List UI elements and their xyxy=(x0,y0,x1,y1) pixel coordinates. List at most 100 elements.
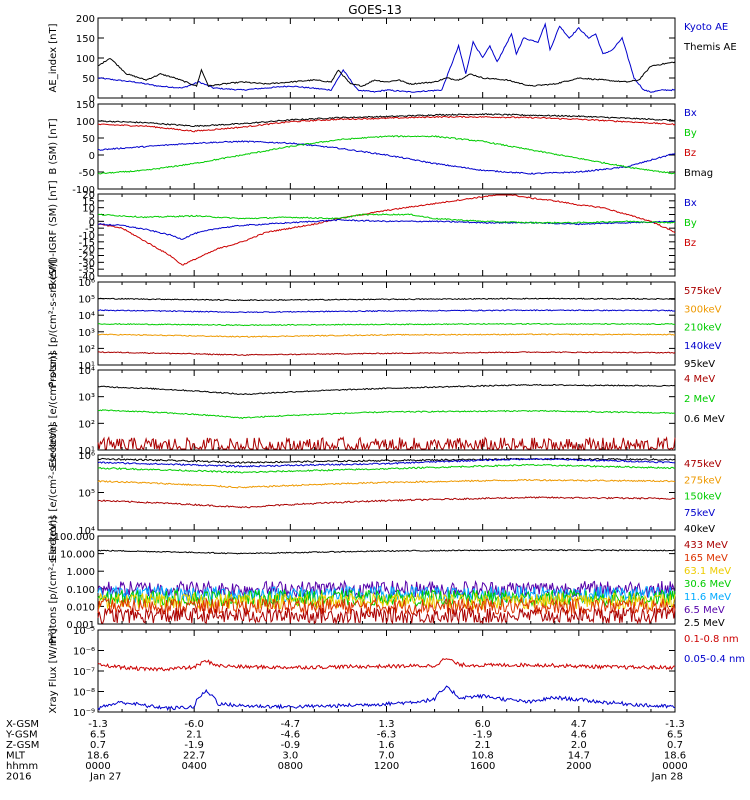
series-line-bmag xyxy=(97,113,676,128)
y-tick-label: 20 xyxy=(82,190,95,201)
series-line-30-6-mev xyxy=(97,588,676,608)
series-line-575kev xyxy=(97,351,676,356)
legend-entry: 0.1-0.8 nm xyxy=(684,634,739,645)
series-line-by xyxy=(98,213,676,224)
series-line-210kev xyxy=(97,322,676,327)
legend-entry: 433 MeV xyxy=(684,540,728,551)
time-axis-row-label: Y-GSM xyxy=(5,730,38,741)
y-tick-label: -100 xyxy=(72,185,95,196)
legend-entry: 2.5 MeV xyxy=(684,618,725,629)
legend-entry: 4 MeV xyxy=(684,374,715,385)
time-axis-value: -4.7 xyxy=(281,719,301,730)
time-axis-value: 4.6 xyxy=(571,730,587,741)
y-tick-label: 50 xyxy=(82,74,95,85)
time-axis-value: -4.6 xyxy=(281,730,301,741)
series-line-bz xyxy=(97,115,676,133)
legend-entry: 0.05-0.4 nm xyxy=(684,654,745,665)
series-line-140kev xyxy=(97,309,675,314)
y-tick-label: -10 xyxy=(79,231,95,242)
y-tick-label: 100.000 xyxy=(54,532,95,543)
y-tick-label: 10⁻⁵ xyxy=(73,626,95,637)
y-tick-label: -20 xyxy=(79,245,95,256)
y-tick-label: 10⁻⁶ xyxy=(73,647,95,658)
legend-entry: 575keV xyxy=(684,286,722,297)
legend-entry: Kyoto AE xyxy=(684,22,728,33)
legend-entry: Bz xyxy=(684,238,696,249)
time-axis-value: 2.1 xyxy=(475,740,491,751)
y-axis-label: AE_index [nT] xyxy=(48,23,59,92)
series-line-bx xyxy=(97,140,676,175)
panel-frame-6 xyxy=(97,454,676,531)
y-tick-label: 10⁵ xyxy=(78,295,95,306)
y-tick-label: 10⁴ xyxy=(78,526,95,537)
series-line-0-1-0-8-nm xyxy=(97,658,676,672)
legend-entry: 275keV xyxy=(684,475,722,486)
legend-entry: 300keV xyxy=(684,304,722,315)
time-axis-value: 0.7 xyxy=(667,740,683,751)
legend-entry: 6.5 MeV xyxy=(684,605,725,616)
y-axis-label: Protons [p/(cm²-s-sr-keV)] xyxy=(48,259,59,387)
series-line-40kev xyxy=(97,457,676,464)
y-tick-label: 10⁴ xyxy=(78,366,95,377)
y-tick-label: 50 xyxy=(82,134,95,145)
series-line-165-mev xyxy=(97,596,676,616)
y-tick-label: -30 xyxy=(79,258,95,269)
time-axis-value: 7.0 xyxy=(379,751,395,762)
time-axis-value: -0.9 xyxy=(281,740,301,751)
series-line-150kev xyxy=(97,463,676,474)
y-tick-label: 10⁵ xyxy=(78,489,95,500)
y-tick-label: 0 xyxy=(89,151,95,162)
time-axis-value: -6.3 xyxy=(377,730,397,741)
time-axis-value: 2.1 xyxy=(186,730,202,741)
time-axis-value: 0000 xyxy=(662,761,687,772)
series-line-75kev xyxy=(97,457,676,468)
time-axis-value: 0400 xyxy=(181,761,206,772)
y-tick-label: 0.100 xyxy=(66,585,95,596)
time-axis-row-label: Z-GSM xyxy=(6,740,39,751)
time-axis-value: Jan 27 xyxy=(89,772,121,783)
y-tick-label: 5 xyxy=(89,211,95,222)
legend-entry: 11.6 MeV xyxy=(684,592,731,603)
series-line-bz xyxy=(97,194,676,266)
time-axis-value: 0.7 xyxy=(90,740,106,751)
time-axis-value: 2.0 xyxy=(571,740,587,751)
y-tick-label: 10.000 xyxy=(60,550,95,561)
time-axis-value: 1.3 xyxy=(379,719,395,730)
time-axis-row-label: X-GSM xyxy=(6,719,39,730)
y-tick-label: -15 xyxy=(79,238,95,249)
series-line-95kev xyxy=(97,297,676,302)
time-axis-value: 2000 xyxy=(566,761,591,772)
y-tick-label: -50 xyxy=(79,168,95,179)
time-axis-value: 6.5 xyxy=(90,730,106,741)
time-axis-value: -1.9 xyxy=(473,730,493,741)
series-line-433-mev xyxy=(97,606,676,625)
y-axis-label: Xray Flux [W/m²] xyxy=(48,628,59,713)
y-tick-label: -25 xyxy=(79,252,95,263)
time-axis-value: 0000 xyxy=(85,761,110,772)
y-tick-label: 150 xyxy=(76,100,95,111)
legend-entry: 150keV xyxy=(684,492,722,503)
y-tick-label: 10⁶ xyxy=(78,278,95,289)
y-tick-label: 150 xyxy=(76,34,95,45)
y-tick-label: 200 xyxy=(76,14,95,25)
plot-title: GOES-13 xyxy=(348,3,402,17)
legend-entry: 140keV xyxy=(684,341,722,352)
time-axis-value: 0800 xyxy=(278,761,303,772)
legend-entry: By xyxy=(684,218,697,229)
series-line-4-mev xyxy=(97,436,676,451)
y-tick-label: -40 xyxy=(79,272,95,283)
y-tick-label: 10⁴ xyxy=(78,311,95,322)
series-line-475kev xyxy=(97,496,675,509)
series-line-0-6-mev xyxy=(97,383,676,396)
time-axis-value: 1.6 xyxy=(379,740,395,751)
y-axis-label: B (SM)-IGRF (SM) [nT] xyxy=(48,180,59,289)
legend-entry: Bmag xyxy=(684,168,713,179)
y-tick-label: -5 xyxy=(85,224,95,235)
series-line-0-05-0-4-nm xyxy=(97,685,676,711)
legend-entry: 30.6 MeV xyxy=(684,579,731,590)
legend-entry: 63.1 MeV xyxy=(684,566,731,577)
y-tick-label: 10¹ xyxy=(78,446,95,457)
series-line-bx xyxy=(97,218,676,240)
series-line-2-mev xyxy=(97,409,676,420)
